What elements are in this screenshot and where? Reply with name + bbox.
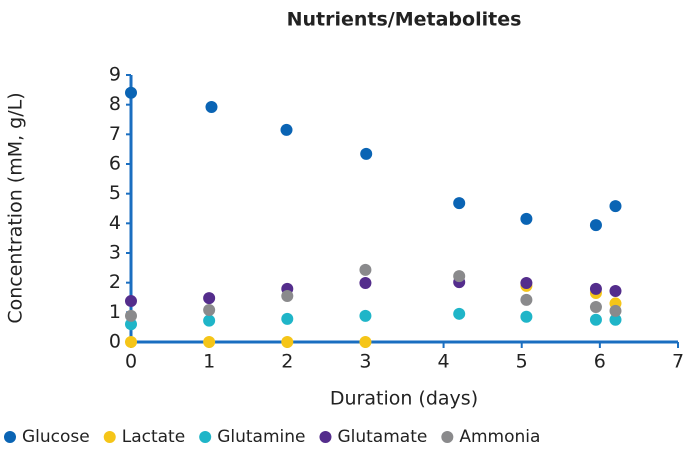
legend-label: Glutamine <box>217 427 305 447</box>
point <box>125 309 137 322</box>
point <box>609 200 622 213</box>
point <box>609 313 622 326</box>
y-axis-label: Concentration (mM, g/L) <box>5 92 27 323</box>
x-tick-label: 3 <box>359 351 371 373</box>
legend-marker <box>319 431 332 443</box>
legend-label: Ammonia <box>459 427 540 447</box>
y-tick-label: 8 <box>109 93 121 115</box>
legend-label: Glucose <box>22 427 90 447</box>
point <box>520 276 533 289</box>
point <box>453 270 466 283</box>
point <box>280 123 293 136</box>
point <box>203 314 216 327</box>
point <box>589 282 602 295</box>
x-tick-label: 0 <box>125 351 137 373</box>
legend-marker <box>4 431 16 443</box>
y-tick-label: 7 <box>109 123 121 145</box>
chart-title: Nutrients/Metabolites <box>287 9 522 31</box>
y-tick-label: 3 <box>109 242 121 264</box>
x-axis-label: Duration (days) <box>330 388 478 410</box>
point <box>609 304 622 317</box>
point <box>520 310 533 323</box>
x-tick-label: 1 <box>203 351 215 373</box>
point <box>589 313 602 326</box>
y-tick-label: 1 <box>109 301 121 323</box>
point <box>359 276 372 289</box>
point <box>359 336 372 348</box>
point <box>360 147 373 160</box>
y-tick-label: 9 <box>109 64 121 86</box>
point <box>203 336 216 348</box>
x-tick-label: 5 <box>516 351 528 373</box>
point <box>453 197 466 210</box>
point <box>609 284 622 297</box>
y-tick-label: 5 <box>109 182 121 204</box>
point <box>125 318 137 331</box>
legend-label: Glutamate <box>337 427 427 447</box>
point <box>203 292 216 305</box>
legend-marker <box>441 431 454 443</box>
point <box>589 300 602 313</box>
point <box>520 212 533 225</box>
x-tick-label: 7 <box>672 351 684 373</box>
point <box>589 219 602 232</box>
point <box>359 309 372 322</box>
point <box>520 293 533 306</box>
point <box>281 290 294 303</box>
x-tick-label: 6 <box>594 351 606 373</box>
point <box>453 307 466 320</box>
point <box>125 86 137 99</box>
x-tick-label: 4 <box>438 351 450 373</box>
legend-marker <box>103 431 116 443</box>
point <box>203 303 216 316</box>
point <box>205 101 218 114</box>
point <box>125 336 137 348</box>
legend-marker <box>199 431 212 443</box>
point <box>125 295 137 308</box>
point <box>281 336 294 348</box>
y-tick-label: 2 <box>109 271 121 293</box>
y-tick-label: 0 <box>109 331 121 353</box>
point <box>281 312 294 325</box>
y-tick-label: 6 <box>109 153 121 175</box>
x-tick-label: 2 <box>281 351 293 373</box>
point <box>359 263 372 276</box>
y-tick-label: 4 <box>109 212 121 234</box>
legend-label: Lactate <box>122 427 185 447</box>
